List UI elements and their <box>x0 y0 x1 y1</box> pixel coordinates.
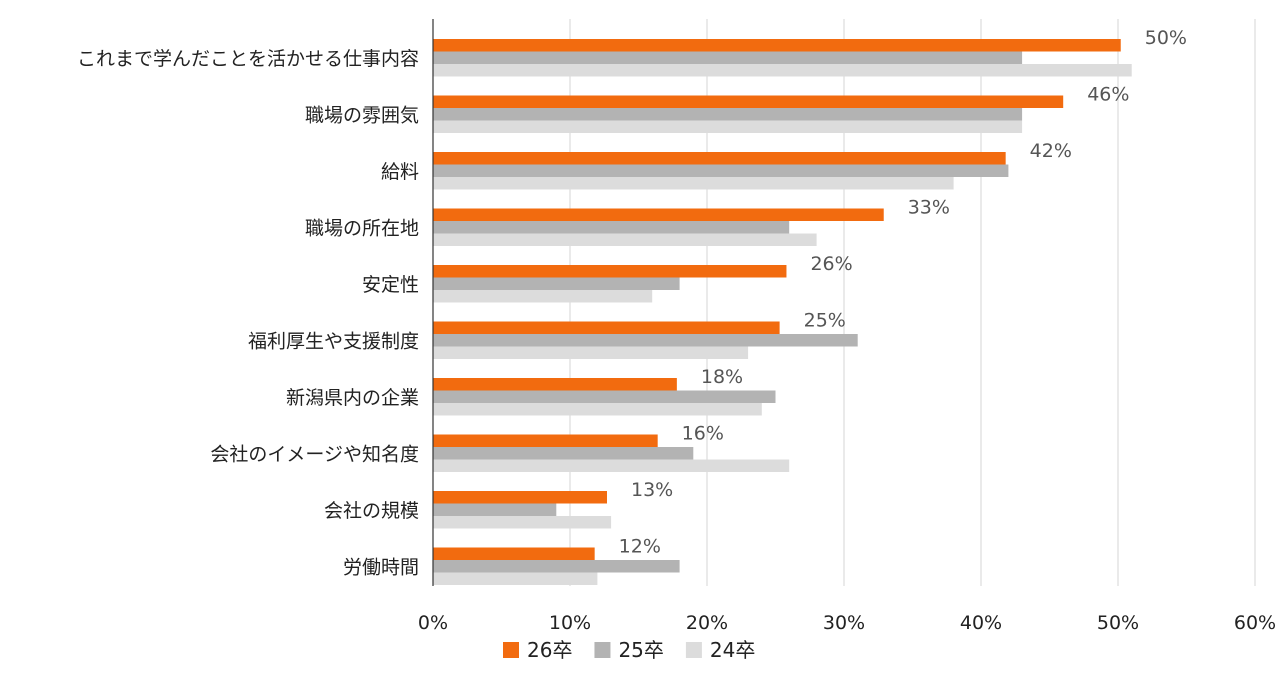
bar-26卒-0 <box>433 39 1121 52</box>
category-label: 新潟県内の企業 <box>286 387 419 409</box>
bar-26卒-4 <box>433 265 787 278</box>
bar-25卒-9 <box>433 560 680 573</box>
legend-label: 26卒 <box>527 638 572 662</box>
data-label: 33% <box>908 197 950 219</box>
legend-swatch <box>594 642 611 658</box>
bar-25卒-0 <box>433 51 1023 64</box>
bar-26卒-1 <box>433 95 1064 108</box>
bar-24卒-7 <box>433 459 790 472</box>
x-tick-labels: 0% 10% 20% 30% 40% 50% 60% <box>418 612 1276 634</box>
bar-26卒-7 <box>433 434 658 447</box>
bar-25卒-2 <box>433 164 1009 177</box>
category-label: 会社の規模 <box>324 500 419 522</box>
category-label: 職場の所在地 <box>305 218 419 240</box>
data-label: 12% <box>619 536 661 558</box>
data-label: 46% <box>1087 84 1129 106</box>
bar-25卒-5 <box>433 334 858 347</box>
x-tick-label: 50% <box>1097 612 1139 634</box>
bar-24卒-9 <box>433 572 598 585</box>
bar-24卒-4 <box>433 290 653 303</box>
bar-25卒-1 <box>433 108 1023 121</box>
legend-swatch <box>685 642 702 658</box>
legend-label: 25卒 <box>618 638 663 662</box>
bar-25卒-4 <box>433 277 680 290</box>
bar-26卒-3 <box>433 208 884 221</box>
bar-24卒-0 <box>433 64 1132 77</box>
legend-label: 24卒 <box>710 638 755 662</box>
data-label: 42% <box>1030 140 1072 162</box>
bar-24卒-8 <box>433 516 612 529</box>
bars <box>433 39 1132 585</box>
category-label: 給料 <box>381 161 419 183</box>
bar-24卒-1 <box>433 120 1023 133</box>
legend: 26卒 25卒 24卒 <box>503 638 755 662</box>
bar-25卒-7 <box>433 447 694 460</box>
category-label: 会社のイメージや知名度 <box>210 444 419 466</box>
x-tick-label: 0% <box>418 612 448 634</box>
data-label: 25% <box>804 310 846 332</box>
bar-25卒-6 <box>433 390 776 403</box>
data-label: 18% <box>701 366 743 388</box>
data-label: 16% <box>682 423 724 445</box>
bar-25卒-8 <box>433 503 557 516</box>
legend-swatch <box>503 642 519 658</box>
category-label: これまで学んだことを活かせる仕事内容 <box>77 48 419 70</box>
bar-26卒-9 <box>433 547 595 560</box>
bar-24卒-5 <box>433 346 749 359</box>
bar-25卒-3 <box>433 221 790 234</box>
x-tick-label: 30% <box>823 612 865 634</box>
category-labels: これまで学んだことを活かせる仕事内容職場の雰囲気給料職場の所在地安定性福利厚生や… <box>77 48 419 579</box>
bar-24卒-6 <box>433 403 762 416</box>
category-label: 安定性 <box>362 274 419 296</box>
bar-26卒-2 <box>433 152 1006 165</box>
bar-26卒-8 <box>433 491 607 504</box>
category-label: 福利厚生や支援制度 <box>248 331 419 353</box>
bar-24卒-3 <box>433 233 817 246</box>
bar-26卒-5 <box>433 321 780 334</box>
category-label: 労働時間 <box>343 557 419 579</box>
data-label: 50% <box>1145 27 1187 49</box>
category-label: 職場の雰囲気 <box>305 105 419 127</box>
x-tick-label: 40% <box>960 612 1002 634</box>
data-label: 13% <box>631 479 673 501</box>
data-label: 26% <box>810 253 852 275</box>
x-tick-label: 60% <box>1234 612 1276 634</box>
bar-24卒-2 <box>433 177 954 190</box>
x-tick-label: 20% <box>686 612 728 634</box>
x-tick-label: 10% <box>549 612 591 634</box>
data-labels: 50% 46% 42% 33% 26% 25% 18% 16% 13% 12% <box>619 27 1187 558</box>
bar-26卒-6 <box>433 378 677 391</box>
